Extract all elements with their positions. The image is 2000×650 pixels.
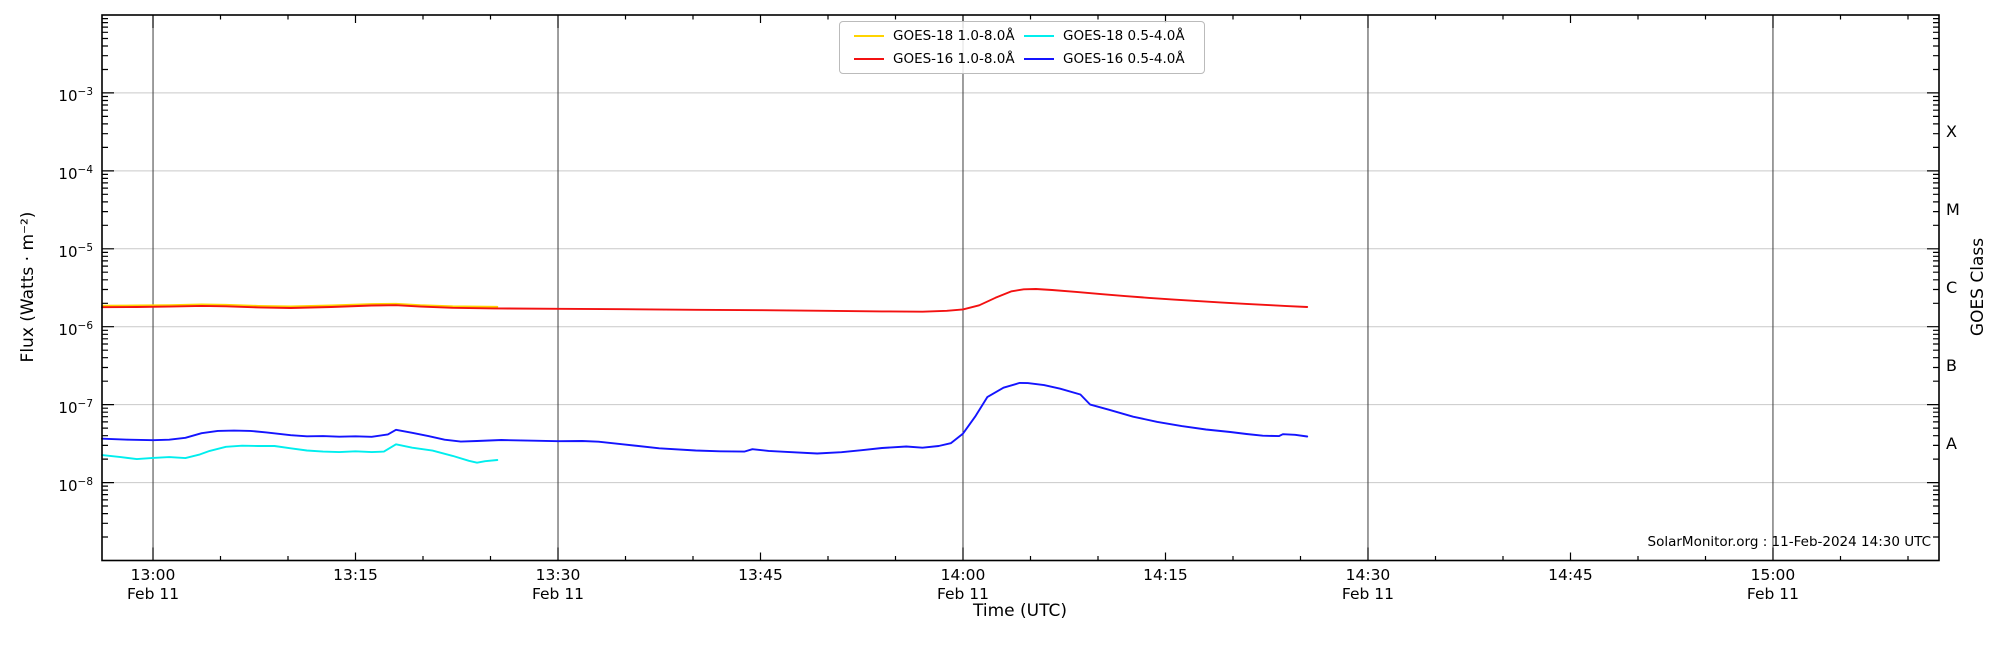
legend-label: GOES-16 0.5-4.0Å bbox=[1063, 50, 1185, 67]
x-tick-label: 14:15 bbox=[1143, 566, 1188, 584]
goes-class-label-b: B bbox=[1946, 355, 1957, 375]
legend-label: GOES-18 1.0-8.0Å bbox=[893, 28, 1015, 45]
x-tick-date-label: Feb 11 bbox=[1341, 585, 1395, 603]
series-line-goes-16-0.5-4.0- bbox=[101, 381, 1309, 455]
x-tick-label: 13:30 bbox=[535, 566, 581, 584]
legend-item: GOES-16 1.0-8.0Å bbox=[854, 51, 1024, 67]
goes-class-label-c: C bbox=[1946, 277, 1958, 297]
x-tick-label: 14:00 bbox=[940, 566, 986, 584]
series-line-goes-18-1.0-8.0- bbox=[101, 302, 499, 308]
legend-line-swatch bbox=[854, 35, 884, 38]
legend-item: GOES-18 0.5-4.0Å bbox=[1024, 28, 1194, 44]
x-tick-label: 13:15 bbox=[333, 566, 378, 584]
x-tick-date-label: Feb 11 bbox=[1746, 585, 1799, 603]
x-tick-date-label: Feb 11 bbox=[126, 585, 180, 603]
goes-class-label-x: X bbox=[1946, 121, 1957, 141]
y-tick-label: 10−3 bbox=[58, 85, 93, 105]
right-axis-title: GOES Class bbox=[1968, 237, 1988, 337]
series-line-goes-16-1.0-8.0- bbox=[101, 288, 1309, 313]
x-tick-label: 15:00 bbox=[1750, 566, 1796, 584]
x-tick-label: 14:45 bbox=[1548, 566, 1593, 584]
legend-line-swatch bbox=[854, 57, 884, 60]
axis-ticks bbox=[102, 15, 1939, 561]
x-axis-title: Time (UTC) bbox=[973, 601, 1067, 621]
legend-line-swatch bbox=[1024, 57, 1054, 60]
legend-label: GOES-18 0.5-4.0Å bbox=[1063, 28, 1185, 45]
y-tick-label: 10−4 bbox=[58, 163, 93, 183]
legend-item: GOES-18 1.0-8.0Å bbox=[854, 28, 1024, 44]
x-tick-label: 13:00 bbox=[130, 566, 176, 584]
x-tick-date-label: Feb 11 bbox=[531, 585, 585, 603]
legend: GOES-18 1.0-8.0Å GOES-16 1.0-8.0Å GOES-18 … bbox=[839, 21, 1205, 74]
y-tick-label: 10−6 bbox=[58, 319, 93, 339]
y-tick-label: 10−5 bbox=[58, 241, 93, 261]
x-tick-date-label: Feb 11 bbox=[936, 585, 990, 603]
legend-item: GOES-16 0.5-4.0Å bbox=[1024, 51, 1194, 67]
solarmonitor-credit-text: SolarMonitor.org : 11-Feb-2024 14:30 UTC bbox=[1647, 534, 1931, 550]
legend-label: GOES-16 1.0-8.0Å bbox=[893, 50, 1015, 67]
series-line-goes-18-0.5-4.0- bbox=[101, 443, 499, 464]
y-tick-label: 10−8 bbox=[58, 475, 93, 495]
goes-class-label-m: M bbox=[1946, 199, 1960, 219]
legend-line-swatch bbox=[1024, 35, 1054, 38]
x-tick-label: 13:45 bbox=[738, 566, 783, 584]
goes-class-label-a: A bbox=[1946, 433, 1957, 453]
y-tick-label: 10−7 bbox=[58, 397, 93, 417]
plot-border bbox=[101, 14, 1940, 562]
x-tick-label: 14:30 bbox=[1345, 566, 1391, 584]
